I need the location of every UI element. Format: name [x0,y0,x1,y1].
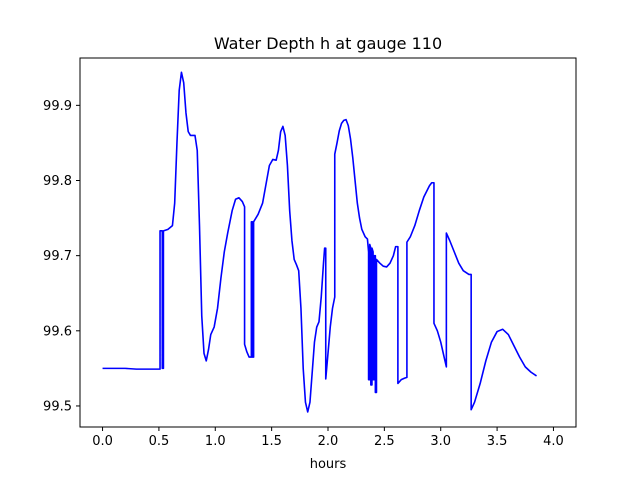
y-tick-label: 99.5 [43,399,72,414]
x-tick-label: 1.5 [261,434,282,449]
plot-area: 0.0 0.5 1.0 1.5 2.0 2.5 3.0 3.5 4.0 99.5 99.6 99.7 9… [43,57,577,449]
x-tick-label: 3.5 [487,434,508,449]
series-line-0 [102,71,537,413]
y-tick-label: 99.9 [43,99,72,114]
x-tick-label: 0.5 [149,434,170,449]
x-tick-label: 3.0 [430,434,451,449]
x-tick-label: 2.0 [318,434,339,449]
x-tick-label: 1.0 [205,434,226,449]
y-tick-label: 99.6 [43,324,72,339]
chart-title: Water Depth h at gauge 110 [214,34,442,53]
x-tick-label: 0.0 [92,434,113,449]
x-axis-label: hours [310,457,347,472]
x-tick-label: 2.5 [374,434,395,449]
x-tick-label: 4.0 [543,434,564,449]
y-tick-label: 99.8 [43,174,72,189]
y-tick-label: 99.7 [43,249,72,264]
